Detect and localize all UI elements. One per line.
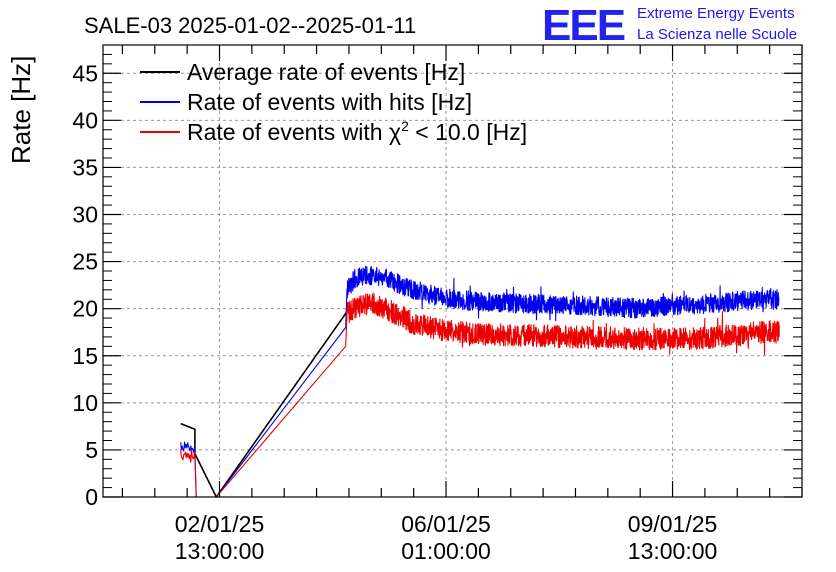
y-axis-title: Rate [Hz] <box>6 56 36 164</box>
y-tick-label: 30 <box>72 202 98 228</box>
eee-logo: EEE Extreme Energy Events La Scienza nel… <box>542 1 797 50</box>
legend-chi-superscript: 2 <box>401 118 409 134</box>
series-layer <box>180 265 780 498</box>
y-tick-label: 25 <box>72 249 98 275</box>
series-line-hits <box>180 265 780 498</box>
series-line-chi2 <box>180 292 780 498</box>
y-tick-label: 5 <box>85 437 98 463</box>
logo-letters: EEE <box>542 1 625 50</box>
x-tick-label-time: 13:00:00 <box>175 538 265 564</box>
legend-label-hits: Rate of events with hits [Hz] <box>187 89 472 115</box>
x-tick-label-date: 06/01/25 <box>401 511 491 537</box>
x-tick-label-date: 02/01/25 <box>175 511 265 537</box>
tick-label-layer: 05101520253035404502/01/2513:00:0006/01/… <box>72 60 717 564</box>
legend-chi2-pre: Rate of events with <box>187 119 389 145</box>
x-tick-label-date: 09/01/25 <box>628 511 718 537</box>
legend-entry-hits: Rate of events with hits [Hz] <box>140 89 472 115</box>
series-line-average <box>180 308 350 498</box>
legend-label-average: Average rate of events [Hz] <box>187 59 465 85</box>
y-tick-label: 40 <box>72 107 98 133</box>
chart-title: SALE-03 2025-01-02--2025-01-11 <box>84 13 416 38</box>
legend: Average rate of events [Hz] Rate of even… <box>140 59 527 145</box>
y-tick-label: 15 <box>72 343 98 369</box>
legend-chi2-post: < 10.0 [Hz] <box>409 119 527 145</box>
logo-line-1: Extreme Energy Events <box>637 5 795 22</box>
logo-line-2: La Scienza nelle Scuole <box>637 26 797 43</box>
legend-label-chi2: Rate of events with χ2 < 10.0 [Hz] <box>187 118 527 145</box>
legend-entry-chi2: Rate of events with χ2 < 10.0 [Hz] <box>140 118 527 145</box>
y-tick-label: 45 <box>72 60 98 86</box>
x-tick-label-time: 01:00:00 <box>401 538 491 564</box>
legend-entry-average: Average rate of events [Hz] <box>140 59 465 85</box>
grid-layer <box>103 45 802 497</box>
y-tick-label: 0 <box>85 484 98 510</box>
y-tick-label: 10 <box>72 390 98 416</box>
legend-chi-symbol: χ <box>389 119 401 145</box>
x-tick-label-time: 13:00:00 <box>628 538 718 564</box>
y-tick-label: 35 <box>72 154 98 180</box>
y-tick-label: 20 <box>72 296 98 322</box>
tick-layer <box>103 44 803 498</box>
